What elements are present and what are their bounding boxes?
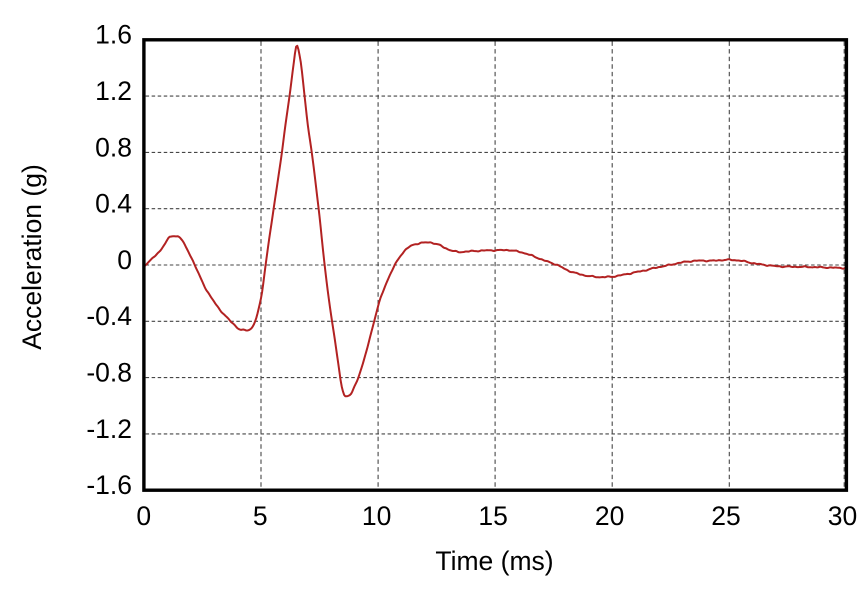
svg-text:1.2: 1.2 — [95, 76, 132, 106]
svg-text:20: 20 — [595, 501, 624, 531]
svg-text:0.8: 0.8 — [95, 132, 132, 162]
svg-text:0: 0 — [136, 501, 151, 531]
svg-text:-1.2: -1.2 — [86, 414, 132, 444]
svg-text:-0.4: -0.4 — [86, 301, 132, 331]
svg-text:Acceleration (g): Acceleration (g) — [17, 164, 47, 350]
svg-text:1.6: 1.6 — [95, 20, 132, 50]
svg-text:5: 5 — [253, 501, 268, 531]
svg-text:0.4: 0.4 — [95, 189, 132, 219]
svg-text:-1.6: -1.6 — [86, 470, 132, 500]
svg-text:Time (ms): Time (ms) — [435, 546, 553, 576]
svg-text:25: 25 — [711, 501, 740, 531]
svg-text:-0.8: -0.8 — [86, 358, 132, 388]
svg-text:10: 10 — [362, 501, 391, 531]
svg-text:0: 0 — [117, 245, 132, 275]
svg-text:30: 30 — [828, 501, 857, 531]
svg-text:15: 15 — [478, 501, 507, 531]
